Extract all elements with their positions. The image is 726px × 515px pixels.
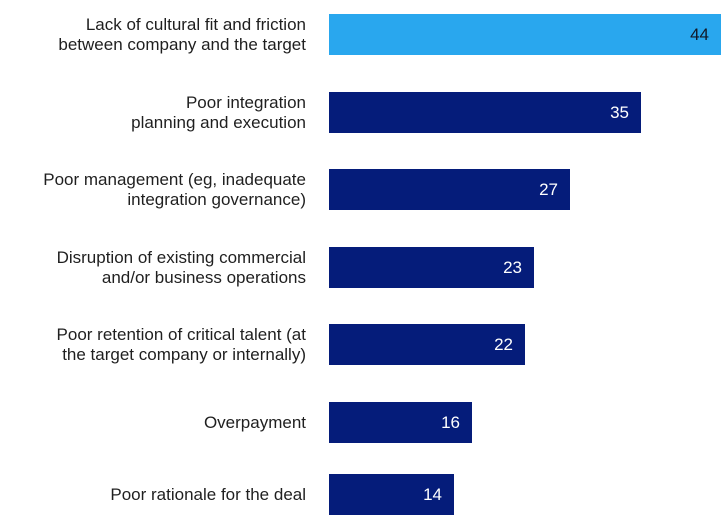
bar-chart: Lack of cultural fit and friction betwee… (43, 14, 721, 515)
category-label: Lack of cultural fit and friction betwee… (58, 14, 306, 54)
bar: 44 (329, 14, 721, 55)
bar: 27 (329, 169, 570, 210)
category-label: Disruption of existing commercial and/or… (56, 247, 306, 287)
bar: 14 (329, 474, 454, 515)
bar-value-label: 16 (441, 413, 460, 432)
bar-value-label: 23 (503, 258, 522, 277)
category-label: Poor rationale for the deal (110, 484, 306, 504)
category-label: Poor integration planning and execution (131, 92, 306, 132)
bar-value-label: 44 (690, 25, 709, 44)
bar-value-label: 14 (423, 485, 442, 504)
category-label: Poor management (eg, inadequate integrat… (43, 169, 306, 209)
bar-value-label: 27 (539, 180, 558, 199)
category-label: Poor retention of critical talent (at th… (56, 324, 306, 364)
bar: 35 (329, 92, 641, 133)
bar: 23 (329, 247, 534, 288)
category-label: Overpayment (203, 412, 306, 432)
bar-value-label: 22 (494, 335, 513, 354)
bar-value-label: 35 (610, 103, 629, 122)
bar: 22 (329, 324, 525, 365)
bar: 16 (329, 402, 472, 443)
